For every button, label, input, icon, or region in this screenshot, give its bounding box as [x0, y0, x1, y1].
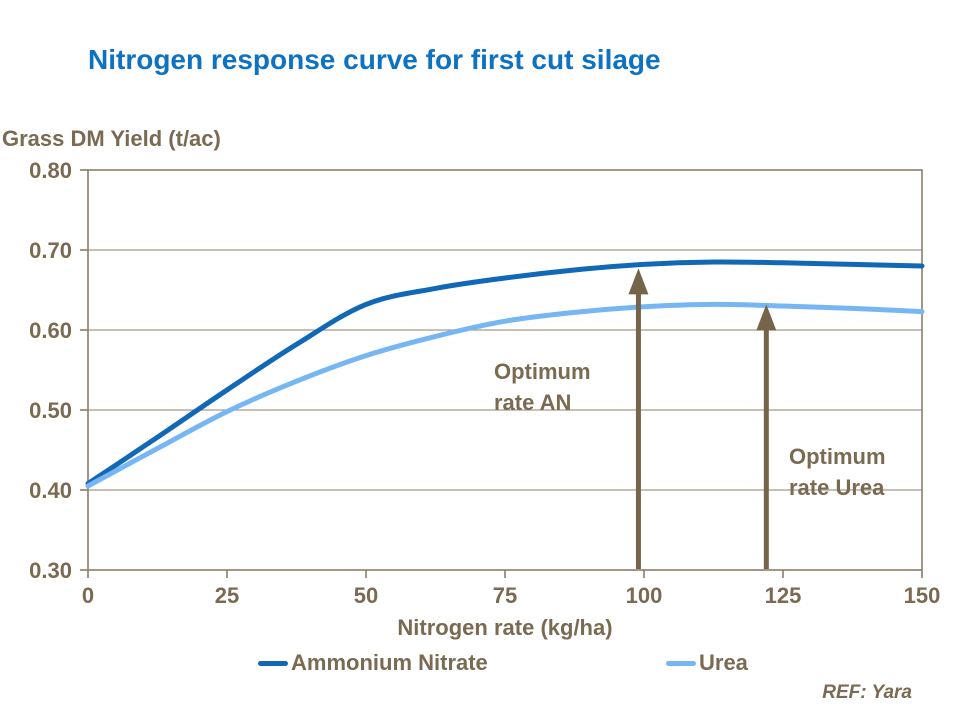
x-tick-label: 50 [354, 583, 378, 608]
legend-item-ammonium-nitrate: Ammonium Nitrate [258, 650, 488, 675]
y-tick-label: 0.30 [29, 558, 72, 583]
y-tick-label: 0.70 [29, 238, 72, 263]
reference-text: REF: Yara [822, 682, 912, 703]
legend-item-urea: Urea [666, 650, 748, 675]
series-line-ammonium-nitrate [85, 259, 925, 487]
x-tick-label: 100 [626, 583, 663, 608]
legend-swatch-ammonium-nitrate [258, 660, 288, 666]
legend-label-ammonium-nitrate: Ammonium Nitrate [291, 650, 488, 675]
chart-title: Nitrogen response curve for first cut si… [88, 44, 661, 75]
series-line-urea [85, 301, 925, 489]
x-tick-label: 0 [82, 583, 94, 608]
optimum-arrow-head-1 [756, 304, 777, 331]
x-tick-label: 150 [904, 583, 941, 608]
x-axis-title: Nitrogen rate (kg/ha) [397, 615, 613, 640]
y-tick-label: 0.40 [29, 478, 72, 503]
x-tick-label: 75 [493, 583, 517, 608]
y-tick-label: 0.80 [29, 158, 72, 183]
x-tick-label: 125 [765, 583, 802, 608]
y-axis-title: Grass DM Yield (t/ac) [2, 126, 221, 151]
legend-swatch-urea [666, 660, 696, 666]
y-tick-label: 0.50 [29, 398, 72, 423]
annotation-optimum-rate-urea: Optimum rate Urea [789, 444, 886, 500]
y-tick-label: 0.60 [29, 318, 72, 343]
annotation-optimum-rate-an: Optimum rate AN [494, 359, 591, 415]
optimum-arrow-head-0 [628, 268, 649, 295]
x-tick-label: 25 [215, 583, 239, 608]
legend-label-urea: Urea [699, 650, 748, 675]
